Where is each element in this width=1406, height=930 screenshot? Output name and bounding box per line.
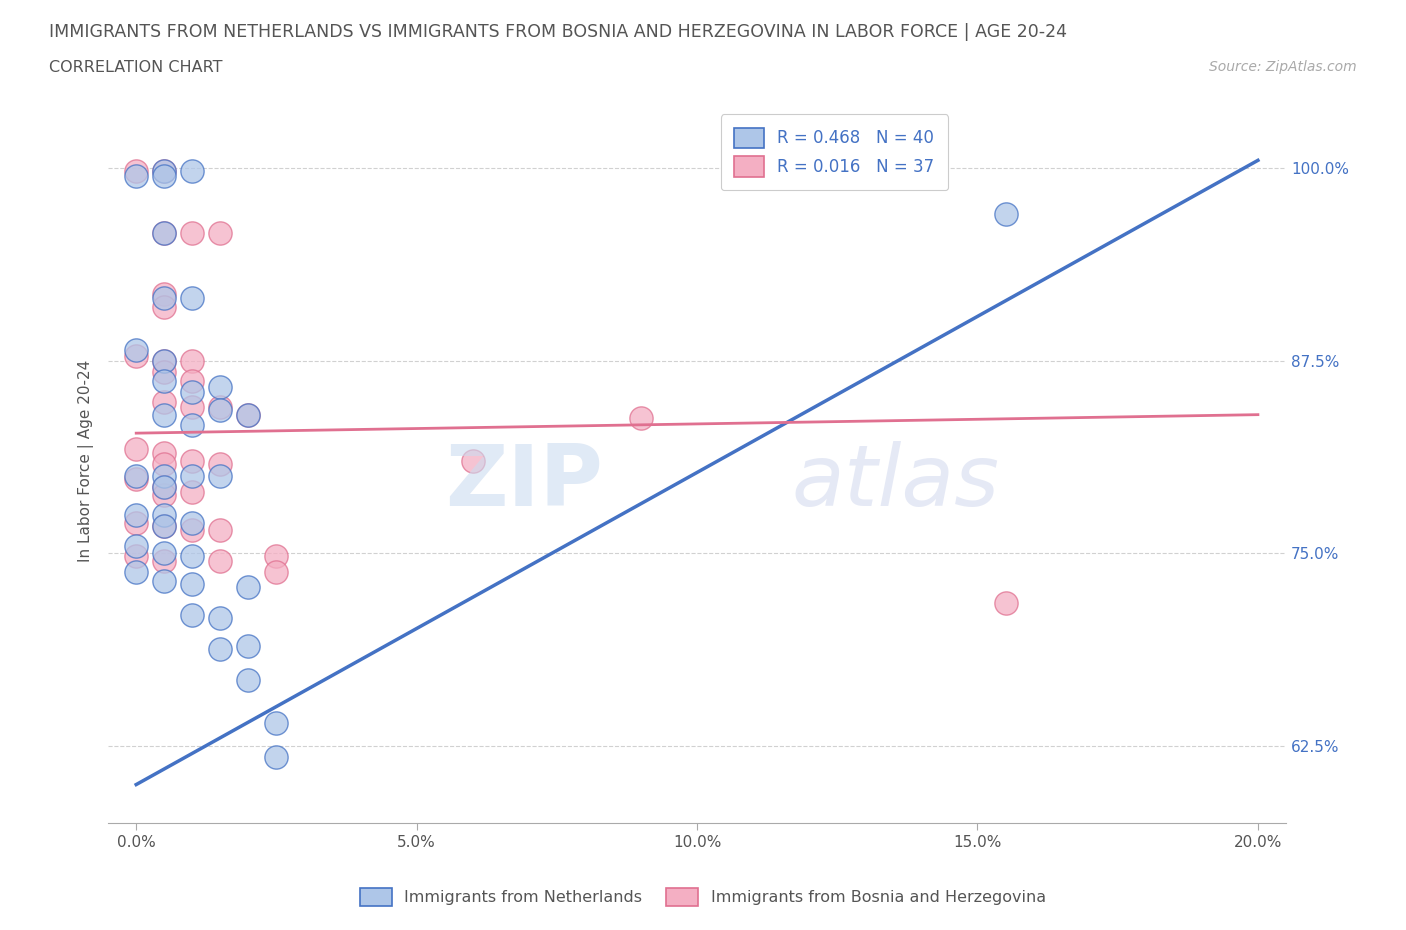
Point — [994, 206, 1017, 221]
Point — [153, 373, 176, 388]
Point — [125, 342, 148, 357]
Point — [630, 410, 652, 425]
Point — [181, 485, 204, 499]
Point — [153, 407, 176, 422]
Point — [125, 349, 148, 364]
Point — [181, 418, 204, 432]
Legend: R = 0.468   N = 40, R = 0.016   N = 37: R = 0.468 N = 40, R = 0.016 N = 37 — [721, 114, 948, 190]
Point — [266, 549, 288, 564]
Point — [153, 225, 176, 240]
Point — [153, 457, 176, 472]
Point — [238, 672, 260, 687]
Point — [181, 290, 204, 305]
Point — [125, 538, 148, 553]
Point — [125, 441, 148, 456]
Point — [153, 353, 176, 368]
Y-axis label: In Labor Force | Age 20-24: In Labor Force | Age 20-24 — [79, 360, 94, 562]
Point — [209, 469, 232, 484]
Point — [181, 607, 204, 622]
Point — [125, 508, 148, 523]
Point — [181, 384, 204, 399]
Point — [238, 638, 260, 653]
Point — [238, 579, 260, 594]
Text: ZIP: ZIP — [446, 441, 603, 525]
Point — [153, 353, 176, 368]
Point — [153, 445, 176, 460]
Text: IMMIGRANTS FROM NETHERLANDS VS IMMIGRANTS FROM BOSNIA AND HERZEGOVINA IN LABOR F: IMMIGRANTS FROM NETHERLANDS VS IMMIGRANT… — [49, 23, 1067, 41]
Point — [266, 565, 288, 579]
Point — [125, 565, 148, 579]
Point — [181, 577, 204, 591]
Point — [181, 164, 204, 179]
Point — [181, 373, 204, 388]
Text: atlas: atlas — [792, 441, 1000, 525]
Point — [181, 225, 204, 240]
Point — [153, 395, 176, 410]
Point — [181, 549, 204, 564]
Point — [153, 518, 176, 533]
Point — [181, 469, 204, 484]
Point — [209, 457, 232, 472]
Point — [994, 595, 1017, 610]
Point — [181, 515, 204, 530]
Point — [153, 168, 176, 183]
Point — [153, 480, 176, 495]
Point — [153, 553, 176, 568]
Point — [153, 287, 176, 302]
Point — [238, 407, 260, 422]
Point — [181, 400, 204, 415]
Point — [181, 353, 204, 368]
Point — [209, 611, 232, 626]
Point — [125, 168, 148, 183]
Point — [153, 299, 176, 314]
Point — [238, 407, 260, 422]
Legend: Immigrants from Netherlands, Immigrants from Bosnia and Herzegovina: Immigrants from Netherlands, Immigrants … — [353, 882, 1053, 912]
Point — [181, 454, 204, 469]
Point — [125, 469, 148, 484]
Point — [125, 164, 148, 179]
Point — [153, 546, 176, 561]
Point — [153, 225, 176, 240]
Point — [153, 469, 176, 484]
Point — [153, 290, 176, 305]
Point — [153, 164, 176, 179]
Point — [209, 403, 232, 418]
Point — [181, 523, 204, 538]
Point — [209, 379, 232, 394]
Text: Source: ZipAtlas.com: Source: ZipAtlas.com — [1209, 60, 1357, 74]
Point — [209, 642, 232, 657]
Point — [125, 472, 148, 486]
Text: CORRELATION CHART: CORRELATION CHART — [49, 60, 222, 75]
Point — [153, 487, 176, 502]
Point — [209, 553, 232, 568]
Point — [153, 480, 176, 495]
Point — [153, 574, 176, 589]
Point — [153, 164, 176, 179]
Point — [153, 518, 176, 533]
Point — [209, 523, 232, 538]
Point — [461, 454, 484, 469]
Point — [125, 549, 148, 564]
Point — [209, 225, 232, 240]
Point — [153, 364, 176, 379]
Point — [125, 515, 148, 530]
Point — [266, 715, 288, 730]
Point — [266, 750, 288, 764]
Point — [153, 508, 176, 523]
Point — [209, 400, 232, 415]
